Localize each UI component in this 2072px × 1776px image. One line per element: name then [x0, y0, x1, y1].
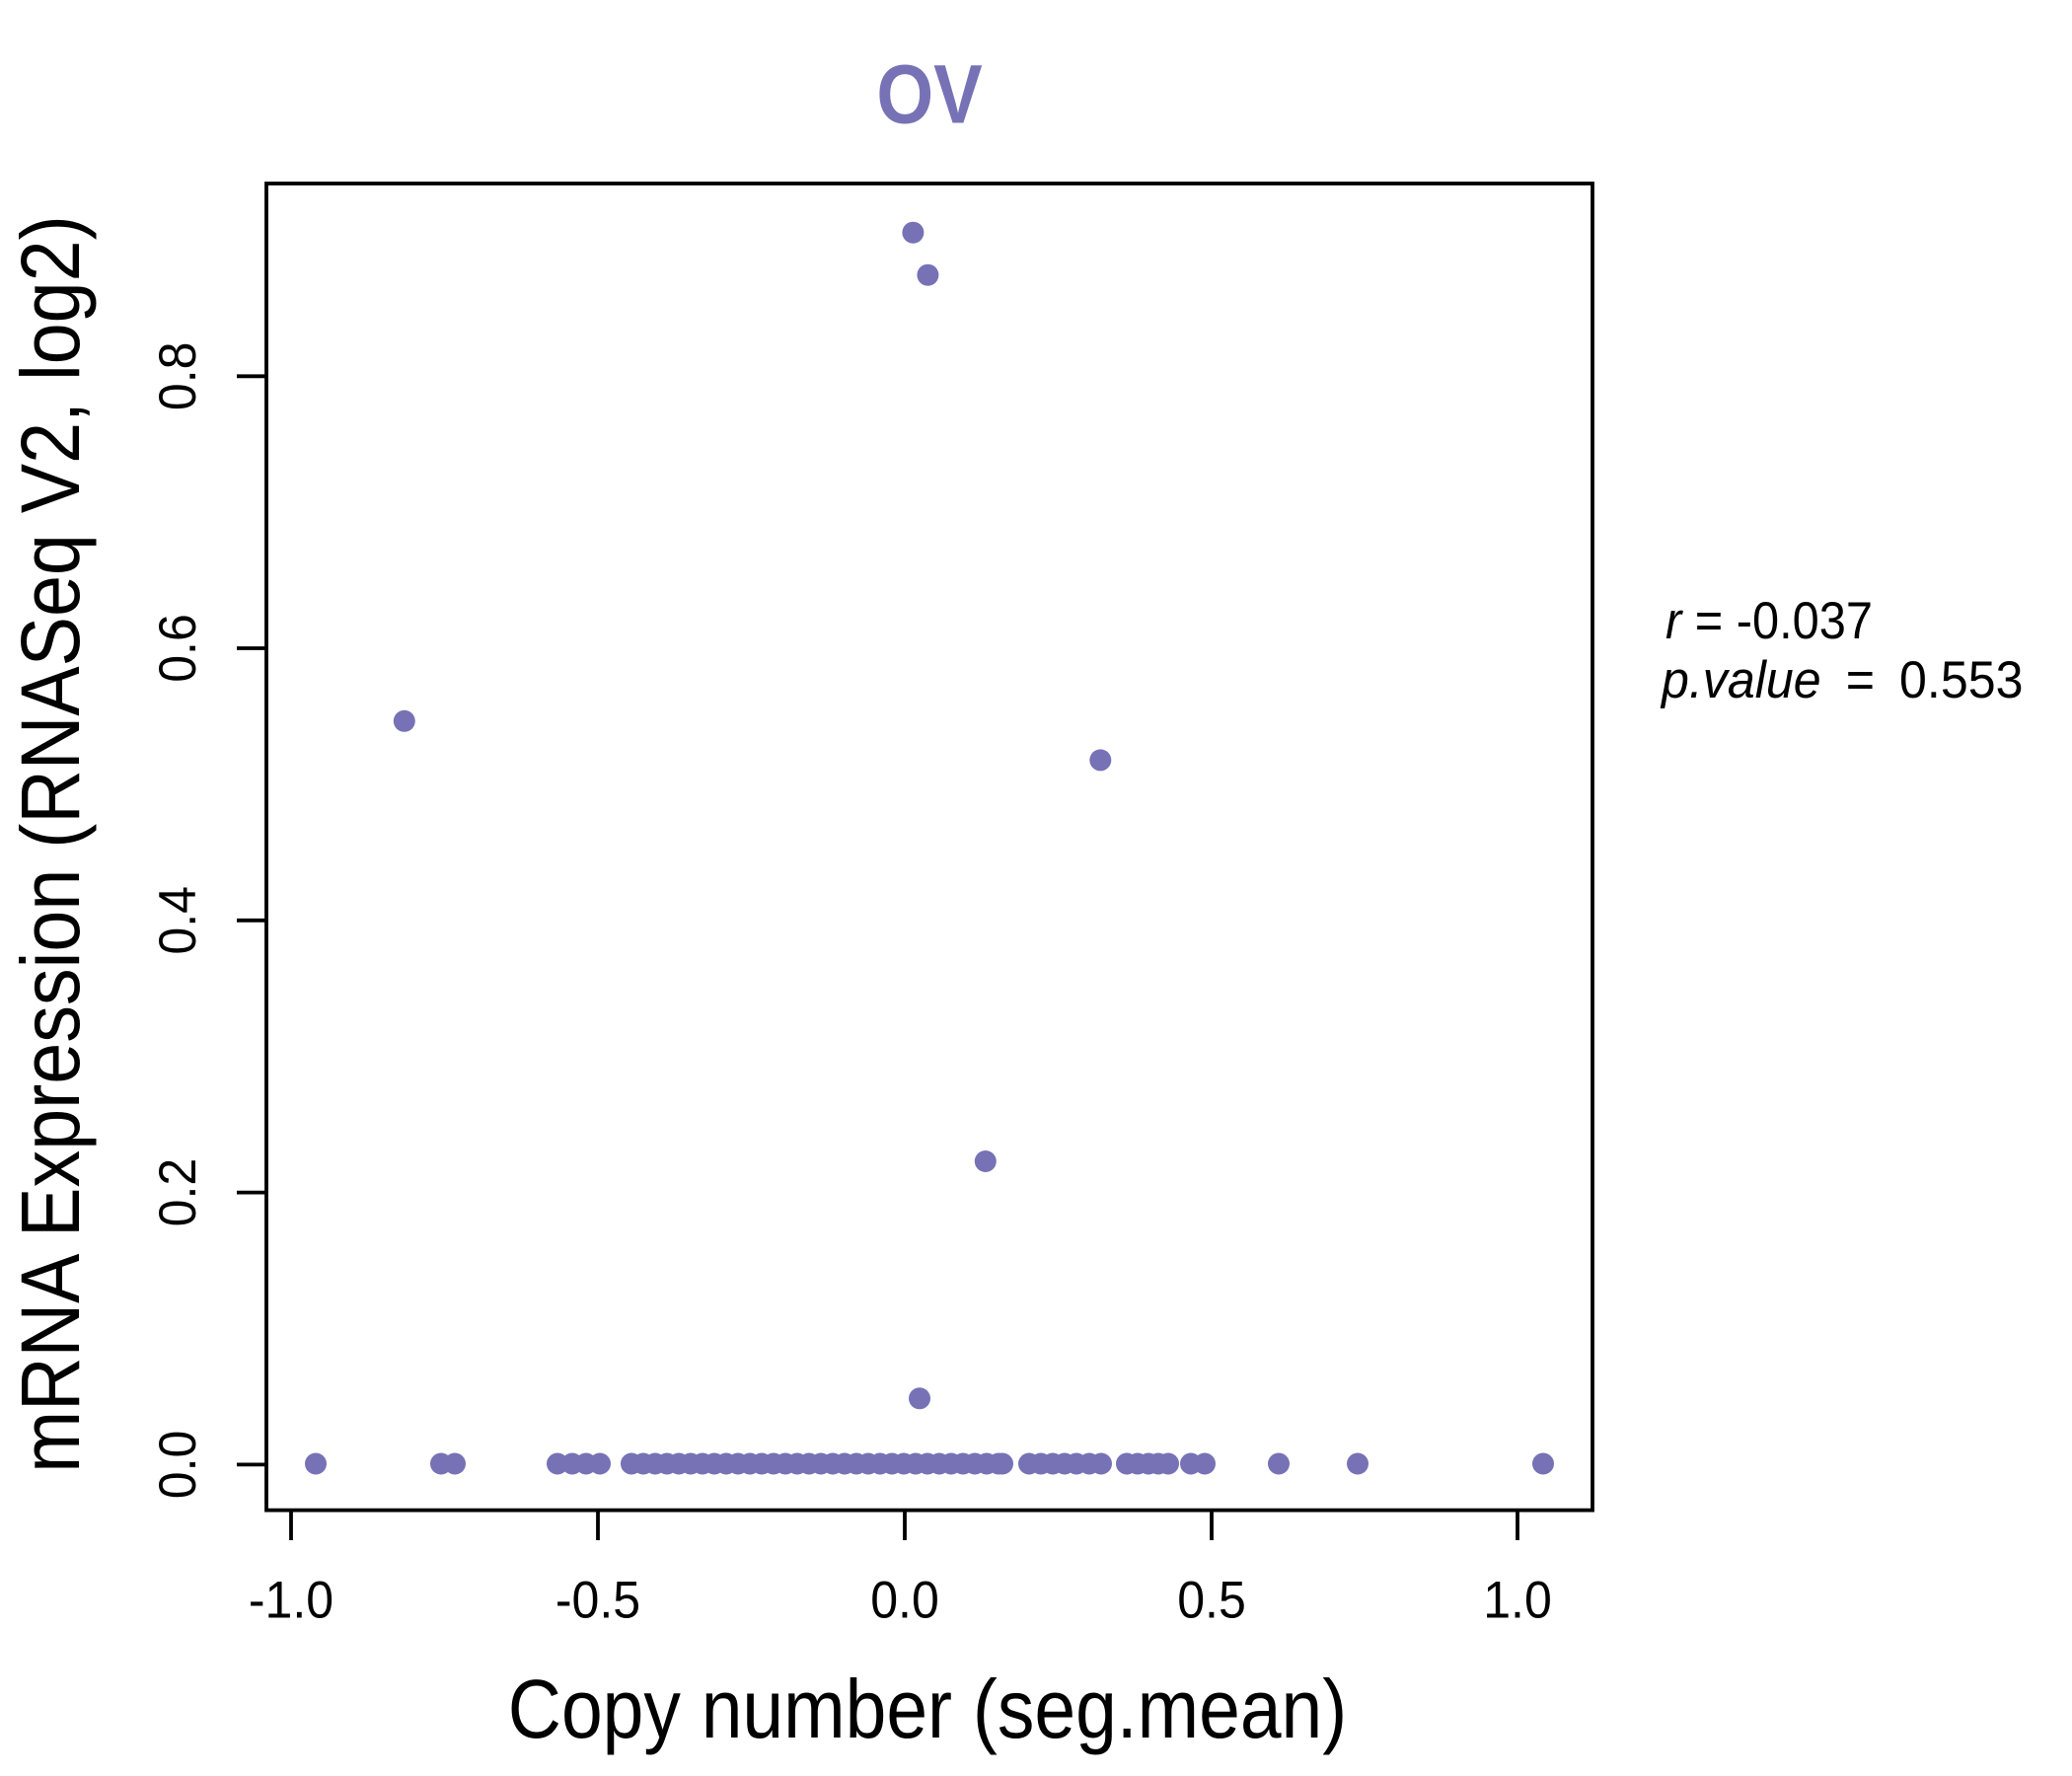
svg-text:0.6: 0.6 [148, 614, 207, 683]
svg-text:Copy number (seg.mean): Copy number (seg.mean) [508, 1663, 1347, 1755]
svg-text:0.2: 0.2 [148, 1158, 207, 1227]
svg-text:0.8: 0.8 [148, 341, 207, 410]
svg-text:0.0: 0.0 [148, 1431, 207, 1500]
svg-text:OV: OV [876, 47, 982, 140]
svg-text:p.value = 0.553: p.value = 0.553 [1660, 650, 2023, 709]
svg-text:-1.0: -1.0 [249, 1570, 333, 1629]
svg-text:mRNA Expression (RNASeq V2, lo: mRNA Expression (RNASeq V2, log2) [4, 215, 97, 1472]
svg-text:-0.5: -0.5 [555, 1570, 640, 1629]
svg-text:0.4: 0.4 [148, 886, 207, 955]
svg-text:1.0: 1.0 [1483, 1570, 1552, 1629]
svg-text:r = -0.037: r = -0.037 [1665, 591, 1873, 649]
svg-text:0.0: 0.0 [870, 1570, 939, 1629]
svg-text:0.5: 0.5 [1177, 1570, 1246, 1629]
